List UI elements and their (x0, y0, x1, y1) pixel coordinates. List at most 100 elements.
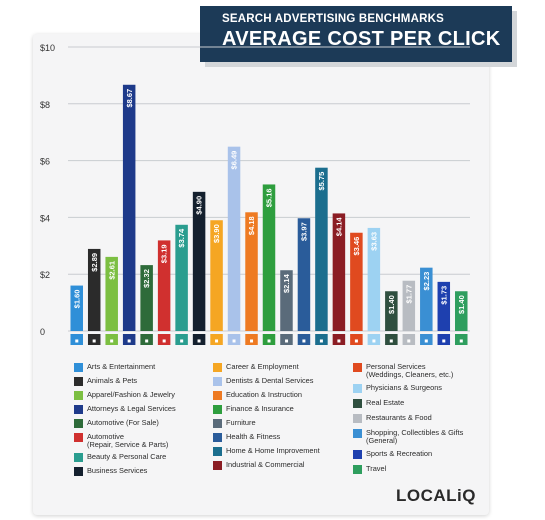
bar (122, 84, 136, 331)
category-icon-glyph: ▪ (92, 338, 96, 345)
category-icon-glyph: ▪ (407, 338, 411, 345)
bar-data-label: $1.60 (72, 290, 81, 309)
tooth-icon (227, 334, 241, 345)
chart-subtitle: SEARCH ADVERTISING BENCHMARKS (222, 13, 444, 25)
category-icon-glyph: ▪ (232, 338, 236, 345)
bar (297, 218, 311, 331)
category-icon-glyph: ▪ (145, 338, 149, 345)
factory-icon (332, 334, 346, 345)
category-icon-glyph: ▪ (162, 338, 166, 345)
y-tick-label: $2 (40, 270, 50, 280)
title-banner: SEARCH ADVERTISING BENCHMARKS AVERAGE CO… (200, 6, 512, 62)
bar (437, 281, 451, 331)
shopping-bag-icon (420, 334, 433, 345)
bar-data-label: $5.16 (265, 188, 274, 207)
category-icon-glyph: ▪ (215, 338, 219, 345)
category-icon-glyph: ▪ (249, 338, 253, 345)
heart-icon (297, 334, 311, 345)
bar (87, 248, 101, 331)
cutlery-icon (402, 334, 416, 345)
category-icon-glyph: ▪ (459, 338, 463, 345)
bar (420, 267, 433, 331)
category-icon-glyph: ▪ (337, 338, 341, 345)
bar-data-label: $1.73 (439, 286, 448, 305)
bar-data-label: $1.77 (404, 285, 413, 304)
bar-data-label: $5.75 (317, 172, 326, 191)
stethoscope-icon (367, 334, 381, 345)
bar-data-label: $2.32 (142, 269, 151, 288)
bar (402, 280, 416, 331)
category-icon-glyph: ▪ (197, 338, 201, 345)
chart-title: AVERAGE COST PER CLICK (222, 28, 501, 50)
wrench-car-icon (157, 334, 171, 345)
category-icon-glyph: ▪ (372, 338, 376, 345)
brush-icon (175, 334, 188, 345)
bar (105, 256, 118, 331)
bar (367, 227, 381, 331)
category-icon-glyph: ▪ (127, 338, 131, 345)
bar-data-label: $2.89 (90, 253, 99, 272)
building-icon (385, 334, 398, 345)
category-icon-glyph: ▪ (75, 338, 79, 345)
bar (192, 191, 206, 331)
book-icon (245, 334, 258, 345)
briefcase-icon (192, 334, 206, 345)
category-icon-glyph: ▪ (180, 338, 184, 345)
bar (245, 212, 258, 331)
bar (157, 240, 171, 331)
localiq-logo: LOCALiQ (396, 486, 476, 505)
shirt-icon (105, 334, 118, 345)
category-icon-glyph: ▪ (442, 338, 446, 345)
bar-data-label: $3.97 (300, 222, 309, 241)
y-tick-label: $6 (40, 157, 50, 167)
bar-data-label: $3.63 (369, 232, 378, 251)
y-tick-label: $10 (40, 43, 55, 53)
bar-data-label: $3.19 (160, 244, 169, 263)
bar-data-label: $4.18 (247, 216, 256, 235)
bar-data-label: $2.61 (107, 261, 116, 280)
bar (455, 291, 468, 331)
bar (227, 146, 241, 331)
category-icon-glyph: ▪ (302, 338, 306, 345)
bar (70, 285, 83, 331)
bar-data-label: $3.90 (212, 224, 221, 243)
bar (210, 220, 223, 331)
bar-data-label: $6.49 (230, 151, 239, 170)
y-tick-label: 0 (40, 327, 45, 337)
category-icon-glyph: ▪ (424, 338, 428, 345)
category-icon-glyph: ▪ (389, 338, 393, 345)
bar-data-label: $4.14 (335, 217, 344, 237)
id-card-icon (210, 334, 223, 345)
bar (332, 213, 346, 331)
paw-icon (87, 334, 101, 345)
house-icon (315, 334, 328, 345)
bar (315, 167, 328, 331)
ball-icon (437, 334, 451, 345)
category-icon-glyph: ▪ (110, 338, 114, 345)
bar-data-label: $3.74 (177, 228, 186, 248)
plane-icon (455, 334, 468, 345)
chair-icon (280, 334, 293, 345)
bar (385, 291, 398, 331)
bar (140, 265, 153, 331)
category-icon-glyph: ▪ (354, 338, 358, 345)
category-icon-glyph: ▪ (267, 338, 271, 345)
gavel-icon (122, 334, 136, 345)
bar-data-label: $4.90 (195, 196, 204, 215)
category-icon-glyph: ▪ (319, 338, 323, 345)
bar (350, 232, 363, 331)
bar-data-label: $1.40 (457, 295, 466, 314)
y-tick-label: $4 (40, 213, 50, 223)
money-icon (262, 334, 276, 345)
bar-data-label: $1.40 (387, 295, 396, 314)
bar-data-label: $2.23 (422, 272, 431, 291)
y-tick-label: $8 (40, 100, 50, 110)
bar (175, 224, 188, 331)
palette-icon (70, 334, 83, 345)
bar (280, 270, 293, 331)
bar-data-label: $3.46 (352, 237, 361, 256)
bar (262, 184, 276, 331)
category-icon-glyph: ▪ (284, 338, 288, 345)
bar-data-label: $2.14 (282, 273, 291, 293)
